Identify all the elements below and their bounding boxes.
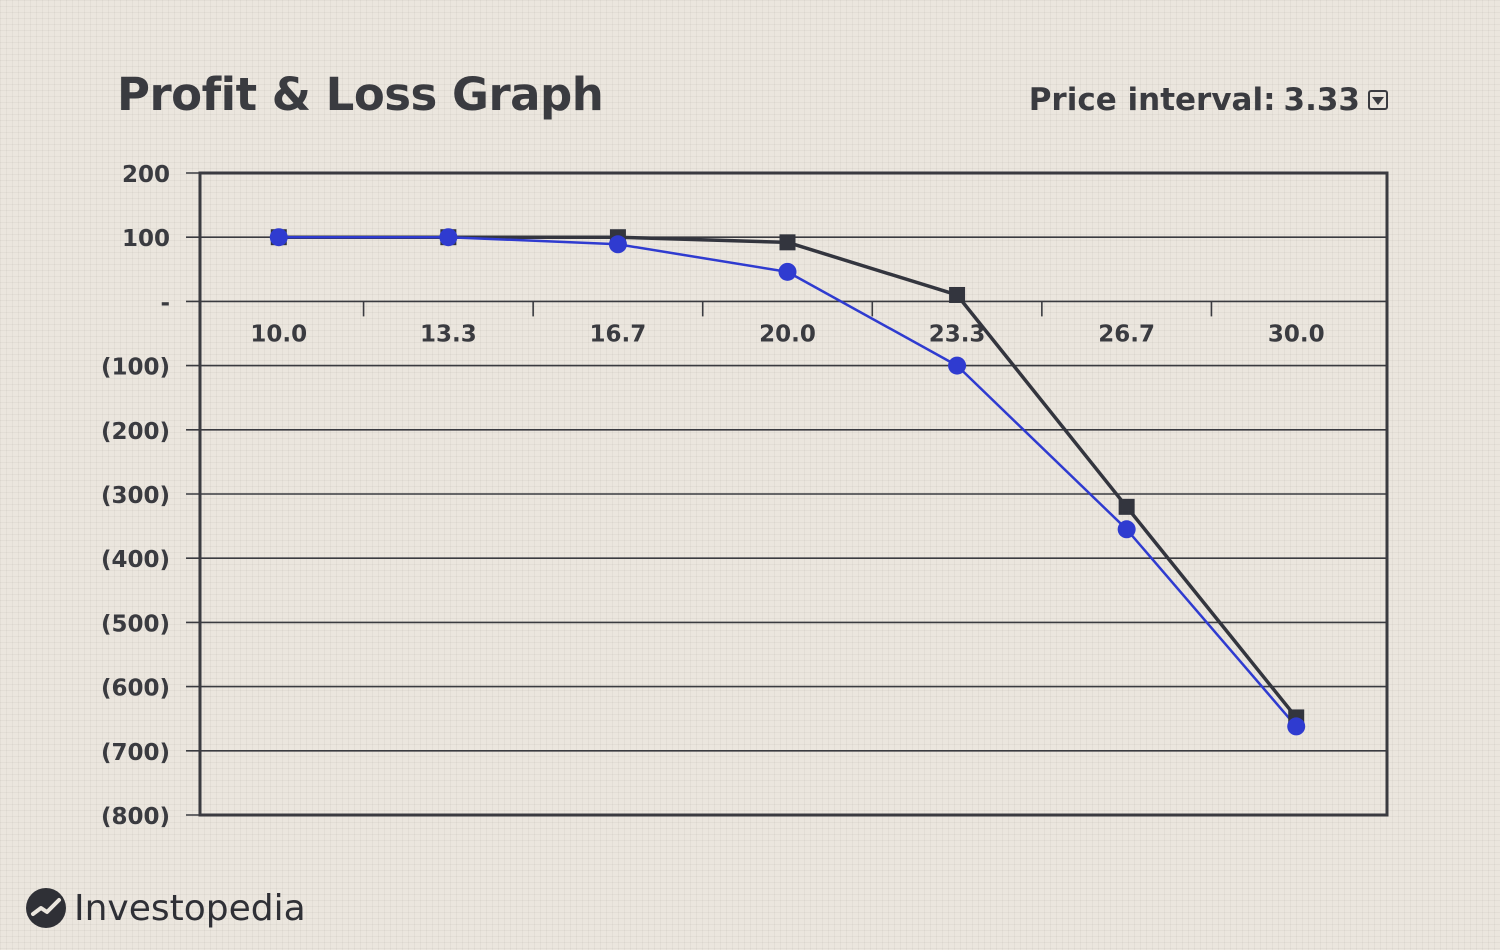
y-tick-label: (300) xyxy=(101,483,170,509)
series-line-2 xyxy=(278,235,1298,728)
y-tick-label: (400) xyxy=(101,547,170,573)
y-tick-labels: 200 100 - (100) (200) (300) (400) (500) (600) (70… xyxy=(101,162,170,830)
x-tick-label: 23.3 xyxy=(929,321,986,347)
brand-name: Investopedia xyxy=(74,887,306,929)
price-interval-dropdown[interactable]: Price interval: 3.33 xyxy=(1029,82,1388,118)
series-2-point xyxy=(439,228,458,247)
y-tick-label: (800) xyxy=(101,804,170,830)
y-tick-label: (100) xyxy=(101,355,170,381)
y-tick-label: (600) xyxy=(101,676,170,702)
series-layer xyxy=(269,228,1306,736)
y-tick-label: 100 xyxy=(122,226,170,252)
series-2-point xyxy=(608,235,627,254)
series-2-point xyxy=(1117,520,1136,539)
series-2-point xyxy=(1287,717,1306,736)
series-1-point xyxy=(949,286,966,303)
price-interval-value: 3.33 xyxy=(1283,82,1361,118)
y-tick-label: - xyxy=(160,290,170,316)
x-tick-label: 20.0 xyxy=(759,321,816,347)
x-tick-labels: 10.0 13.3 16.7 20.0 23.3 26.7 30.0 xyxy=(250,321,1324,347)
series-line-1 xyxy=(278,235,1298,719)
y-tick-label: (200) xyxy=(101,419,170,445)
series-1-point xyxy=(779,234,796,251)
chart-title: Profit & Loss Graph xyxy=(117,68,604,121)
x-tick-label: 26.7 xyxy=(1098,321,1155,347)
brand-logo: Investopedia xyxy=(24,886,306,930)
series-2-point xyxy=(948,356,967,375)
chevron-down-icon[interactable] xyxy=(1368,90,1388,110)
y-tick-label: (700) xyxy=(101,740,170,766)
series-1-point xyxy=(1118,498,1135,515)
x-tick-label: 30.0 xyxy=(1268,321,1325,347)
price-interval-label: Price interval: xyxy=(1028,82,1276,118)
series-2-point xyxy=(778,262,797,281)
x-tick-label: 10.0 xyxy=(250,321,307,347)
x-tick-label: 16.7 xyxy=(590,321,647,347)
series-2-point xyxy=(269,228,288,247)
x-tick-label: 13.3 xyxy=(420,321,477,347)
y-tick-label: (500) xyxy=(101,611,170,637)
y-tick-label: 200 xyxy=(122,162,170,188)
investopedia-logo-icon xyxy=(26,888,66,928)
